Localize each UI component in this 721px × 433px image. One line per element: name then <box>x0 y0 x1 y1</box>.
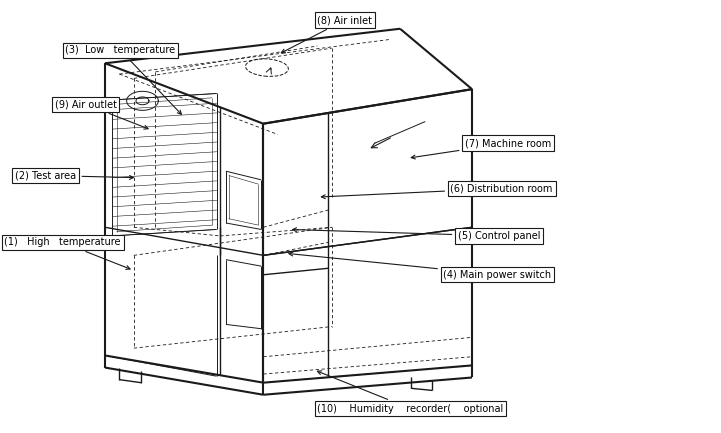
Text: (3)  Low   temperature: (3) Low temperature <box>66 45 182 114</box>
Text: (10)    Humidity    recorder(    optional: (10) Humidity recorder( optional <box>317 371 503 414</box>
Text: (4) Main power switch: (4) Main power switch <box>289 252 552 280</box>
Text: (8) Air inlet: (8) Air inlet <box>281 15 372 53</box>
Text: (2) Test area: (2) Test area <box>15 171 133 181</box>
Text: (6) Distribution room: (6) Distribution room <box>322 184 553 199</box>
Text: (1)   High   temperature: (1) High temperature <box>4 237 130 269</box>
Text: (9) Air outlet: (9) Air outlet <box>55 99 148 129</box>
Text: (5) Control panel: (5) Control panel <box>293 228 540 241</box>
Text: (7) Machine room: (7) Machine room <box>411 138 551 159</box>
